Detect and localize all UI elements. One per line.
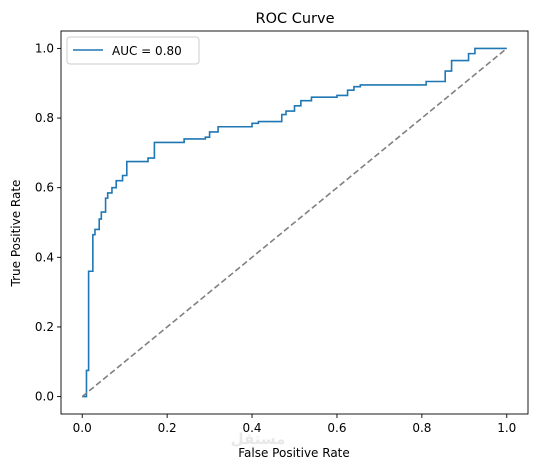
x-tick-label: 0.6 [327, 421, 346, 435]
watermark-text: مستقل [231, 430, 286, 448]
y-tick-label: 0.4 [35, 250, 54, 264]
legend: AUC = 0.80 [66, 36, 200, 65]
y-tick-label: 1.0 [35, 41, 54, 55]
plot-area [60, 30, 529, 415]
y-tick-label: 0.6 [35, 181, 54, 195]
legend-box [66, 36, 200, 65]
x-tick-label: 0.0 [73, 421, 92, 435]
y-axis-title: True Positive Rate [9, 180, 23, 288]
chance-diagonal-line [81, 47, 508, 398]
x-tick-label: 0.2 [158, 421, 177, 435]
plot-frame [60, 30, 529, 415]
y-axis: 0.0 0.2 0.4 0.6 0.8 1.0 [35, 41, 61, 404]
y-tick-label: 0.0 [35, 390, 54, 404]
x-axis: 0.0 0.2 0.4 0.6 0.8 1.0 [73, 414, 516, 435]
legend-label: AUC = 0.80 [112, 44, 182, 58]
series-layer [81, 47, 508, 398]
roc-curve-line [82, 47, 507, 398]
chart-title: ROC Curve [256, 11, 335, 27]
x-tick-label: 0.4 [242, 421, 261, 435]
x-axis-title: False Positive Rate [238, 446, 350, 460]
y-tick-label: 0.2 [35, 320, 54, 334]
x-tick-label: 0.8 [412, 421, 431, 435]
x-tick-label: 1.0 [497, 421, 516, 435]
y-tick-label: 0.8 [35, 111, 54, 125]
